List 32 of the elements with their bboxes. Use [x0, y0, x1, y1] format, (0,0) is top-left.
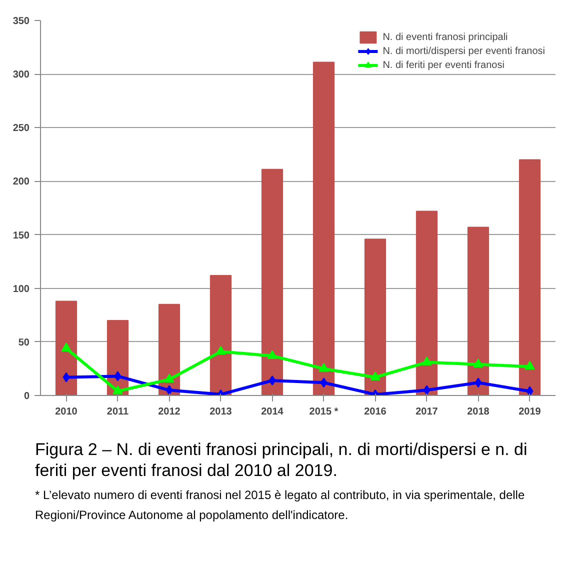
y-tick-label: 250 — [12, 123, 30, 134]
legend-label: N. di eventi franosi principali — [382, 30, 508, 44]
bar — [210, 275, 232, 396]
x-tick-label: 2012 — [158, 406, 181, 418]
bar — [518, 159, 541, 396]
text: * L’elevato numero di eventi franosi nel 2015 è legato al contributo, in via sperimentale, delle Regioni/Province Autonome al popolamento dell'indicatore. — [35, 487, 526, 524]
bar — [158, 304, 180, 396]
x-tick-label: 2010 — [55, 406, 78, 418]
legend-label: N. di morti/dispersi per eventi franosi — [382, 44, 545, 58]
bar — [416, 210, 438, 396]
x-tick-label: 2016 — [364, 406, 387, 418]
text: Figura 2 – N. di eventi franosi principali, n. di morti/dispersi e n. di feriti per eventi franosi dal 2010 al 2019. — [35, 439, 528, 481]
bar — [55, 300, 78, 396]
x-tick-label: 2018 — [467, 406, 490, 418]
y-tick-label: 200 — [12, 176, 30, 188]
x-tick-label: 2013 — [210, 406, 232, 418]
x-tick-label: 2015 * — [309, 406, 338, 418]
bar — [364, 238, 386, 396]
bar — [467, 226, 490, 396]
x-tick-label: 2017 — [416, 406, 438, 418]
x-tick-label: 2019 — [518, 406, 542, 418]
legend-label: N. di feriti per eventi franosi — [382, 58, 504, 72]
y-tick-label: 50 — [18, 337, 30, 348]
x-tick-label: 2014 — [261, 406, 284, 418]
y-tick-label: 300 — [12, 70, 30, 81]
x-tick-label: 2011 — [106, 406, 130, 418]
y-tick-label: 350 — [12, 16, 30, 27]
y-tick-label: 100 — [12, 284, 30, 295]
y-tick-label: 150 — [12, 230, 30, 242]
bar — [312, 62, 335, 396]
bar — [261, 168, 284, 396]
y-tick-label: 0 — [24, 391, 30, 402]
